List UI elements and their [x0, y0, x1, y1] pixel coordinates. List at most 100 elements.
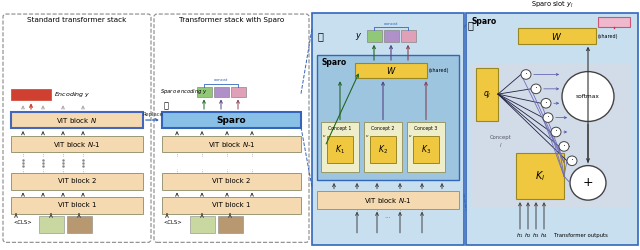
- Text: $K_l$: $K_l$: [535, 169, 545, 183]
- Text: ·: ·: [525, 69, 527, 79]
- Text: ViT block 1: ViT block 1: [212, 202, 251, 208]
- Text: ·: ·: [563, 141, 566, 151]
- Bar: [355, 63, 427, 78]
- Bar: [39, 216, 64, 233]
- Text: Concept
$l$: Concept $l$: [490, 135, 512, 149]
- Circle shape: [567, 156, 577, 166]
- Text: $v$: $v$: [365, 133, 369, 139]
- Text: Sparo encoding $y$: Sparo encoding $y$: [160, 87, 208, 96]
- Bar: [162, 112, 301, 128]
- Bar: [407, 122, 445, 172]
- Text: ViT block $N$: ViT block $N$: [56, 116, 97, 124]
- Text: Sparo slot $y_l$: Sparo slot $y_l$: [531, 0, 573, 10]
- Text: $v$: $v$: [322, 133, 326, 139]
- Text: (shared): (shared): [429, 68, 449, 73]
- Text: $W$: $W$: [552, 30, 563, 42]
- Bar: [197, 87, 212, 97]
- Text: $h_4$: $h_4$: [540, 231, 548, 240]
- Text: $W$: $W$: [386, 65, 396, 76]
- Bar: [364, 122, 402, 172]
- Text: (shared): (shared): [598, 34, 618, 38]
- Text: $q_l$: $q_l$: [483, 89, 491, 100]
- Text: +: +: [582, 176, 593, 189]
- Bar: [327, 136, 353, 163]
- Text: ViT block 2: ViT block 2: [212, 178, 251, 184]
- Text: <CLS>: <CLS>: [164, 220, 182, 225]
- Text: $K_1$: $K_1$: [335, 143, 345, 156]
- FancyBboxPatch shape: [154, 14, 309, 242]
- Bar: [516, 153, 564, 199]
- Text: ·: ·: [570, 155, 573, 165]
- Text: ViT block $N$-1: ViT block $N$-1: [364, 196, 412, 204]
- Bar: [413, 136, 439, 163]
- Bar: [162, 197, 301, 214]
- Circle shape: [541, 98, 551, 108]
- Text: Concept 1: Concept 1: [328, 126, 352, 131]
- Bar: [11, 136, 143, 152]
- Circle shape: [543, 113, 553, 122]
- Bar: [367, 30, 382, 42]
- Bar: [317, 55, 459, 180]
- Text: Concept 3: Concept 3: [414, 126, 438, 131]
- Text: 🐦: 🐦: [317, 31, 323, 41]
- Bar: [190, 216, 215, 233]
- Bar: [401, 30, 416, 42]
- Text: <CLS>: <CLS>: [13, 220, 31, 225]
- Text: Sparo: Sparo: [472, 17, 497, 26]
- Bar: [312, 13, 464, 245]
- Text: ViT block $N$-1: ViT block $N$-1: [53, 140, 100, 148]
- FancyBboxPatch shape: [3, 14, 151, 242]
- Bar: [11, 89, 51, 100]
- Text: Encoding $y$: Encoding $y$: [54, 90, 90, 99]
- Bar: [321, 122, 359, 172]
- Bar: [384, 30, 399, 42]
- Text: $h_2$: $h_2$: [524, 231, 532, 240]
- Bar: [162, 136, 301, 152]
- Text: $K_2$: $K_2$: [378, 143, 388, 156]
- Bar: [11, 197, 143, 214]
- Text: $h_3$: $h_3$: [532, 231, 540, 240]
- Text: ViT block 1: ViT block 1: [58, 202, 96, 208]
- Text: Replace: Replace: [142, 112, 163, 117]
- Text: ...: ...: [385, 214, 392, 220]
- Text: Sparo: Sparo: [217, 116, 246, 124]
- Circle shape: [521, 70, 531, 79]
- Text: concat: concat: [214, 78, 228, 82]
- Text: 🐦: 🐦: [164, 101, 169, 110]
- Text: $h_1$: $h_1$: [516, 231, 524, 240]
- Text: Transformer outputs: Transformer outputs: [554, 233, 608, 238]
- Text: $y$: $y$: [355, 30, 362, 42]
- Bar: [214, 87, 229, 97]
- Bar: [162, 173, 301, 190]
- Text: $v$: $v$: [408, 133, 412, 139]
- Text: Standard transformer stack: Standard transformer stack: [28, 17, 127, 23]
- Text: 🐦: 🐦: [467, 20, 473, 30]
- Circle shape: [570, 166, 606, 200]
- Text: $K_3$: $K_3$: [421, 143, 431, 156]
- Bar: [218, 216, 243, 233]
- Text: Concept 2: Concept 2: [371, 126, 395, 131]
- Text: ViT block 2: ViT block 2: [58, 178, 96, 184]
- Bar: [370, 136, 396, 163]
- Bar: [476, 68, 498, 120]
- Bar: [67, 216, 92, 233]
- Circle shape: [562, 72, 614, 122]
- Bar: [471, 63, 631, 207]
- Text: ViT block $N$-1: ViT block $N$-1: [208, 140, 255, 148]
- Circle shape: [531, 84, 541, 94]
- Bar: [598, 17, 630, 26]
- Bar: [11, 112, 143, 128]
- Text: ·: ·: [547, 112, 550, 122]
- Circle shape: [551, 127, 561, 137]
- Text: Sparo: Sparo: [321, 58, 346, 67]
- Text: concat: concat: [384, 22, 398, 26]
- Bar: [518, 28, 596, 44]
- Bar: [11, 173, 143, 190]
- Text: ·: ·: [554, 126, 557, 136]
- Text: ·: ·: [545, 98, 547, 108]
- Text: ·: ·: [534, 83, 538, 93]
- Text: softmax: softmax: [576, 94, 600, 99]
- Circle shape: [559, 142, 569, 151]
- Bar: [231, 87, 246, 97]
- Bar: [317, 192, 459, 209]
